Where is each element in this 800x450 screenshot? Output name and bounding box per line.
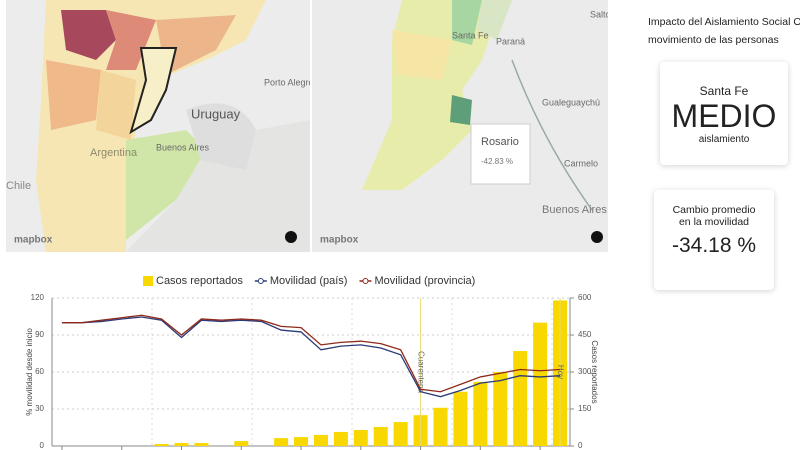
bar xyxy=(353,429,368,446)
bar xyxy=(533,322,548,446)
info-icon[interactable] xyxy=(285,231,297,243)
y2-tick-label: 300 xyxy=(578,367,592,376)
legend-label: Casos reportados xyxy=(156,275,243,287)
y-axis-title: % movilidad desde inicio xyxy=(25,328,34,416)
bar xyxy=(313,434,328,446)
tooltip-name: Rosario xyxy=(481,136,519,148)
bar xyxy=(154,444,169,446)
legend-swatch xyxy=(143,276,153,286)
province-name: Santa Fe xyxy=(699,84,749,98)
map-label: Porto Alegre xyxy=(264,77,310,87)
tooltip-value: -42.83 % xyxy=(481,157,513,166)
change-value: -34.18 % xyxy=(671,234,757,257)
y-tick-label: 0 xyxy=(40,441,45,450)
change-caption: en la movilidad xyxy=(678,216,750,228)
level-card: Santa Fe MEDIO aislamiento xyxy=(660,62,788,165)
legend-label: Movilidad (país) xyxy=(270,275,348,287)
bar xyxy=(453,391,468,446)
bar xyxy=(194,443,209,446)
bar xyxy=(274,438,289,446)
tooltip xyxy=(470,123,531,185)
map-brand: mapbox xyxy=(14,235,53,246)
bar xyxy=(373,427,388,446)
map-province[interactable]: Salto Santa Fe Paraná Gualeguaychú Carme… xyxy=(312,0,608,252)
bar xyxy=(393,422,408,446)
y2-tick-label: 600 xyxy=(578,293,592,302)
map-label: Paraná xyxy=(496,36,525,46)
annotation: Cuarentena xyxy=(416,351,425,393)
map-label: Argentina xyxy=(90,147,138,159)
y2-axis-title: Casos reportados xyxy=(590,340,599,403)
y2-tick-label: 450 xyxy=(578,330,592,339)
side-panel: Impacto del Aislamiento Social Obligator… xyxy=(630,0,800,450)
y-tick-label: 90 xyxy=(35,330,44,339)
line xyxy=(61,314,561,393)
annotation: Hoy xyxy=(556,365,565,379)
bar xyxy=(433,407,448,446)
map-label: Buenos Aires xyxy=(156,142,210,152)
y2-tick-label: 150 xyxy=(578,404,592,413)
y2-tick-label: 0 xyxy=(578,441,583,450)
map-brand: mapbox xyxy=(320,235,359,246)
bar xyxy=(234,441,249,446)
map-label: Buenos Aires xyxy=(542,204,607,216)
map-country[interactable]: Porto Alegre Uruguay Argentina Buenos Ai… xyxy=(6,0,310,252)
level: MEDIO xyxy=(671,98,777,134)
bar xyxy=(513,351,528,446)
bar xyxy=(493,372,508,446)
map-label: Salto xyxy=(590,9,608,19)
panel-title: Impacto del Aislamiento Social Obligator… xyxy=(648,16,800,28)
bar xyxy=(294,437,309,446)
map-label: Uruguay xyxy=(191,106,241,121)
level-caption: aislamiento xyxy=(698,134,750,145)
y-tick-label: 120 xyxy=(31,293,45,302)
y-tick-label: 60 xyxy=(35,367,44,376)
chart: 0 30 60 90 120 0 150 300 450 600 % movilidad desde… xyxy=(25,275,599,450)
panel-title: movimiento de las personas xyxy=(648,34,779,46)
legend-swatch xyxy=(257,278,264,284)
map-label: Santa Fe xyxy=(452,30,489,40)
info-icon[interactable] xyxy=(591,231,603,243)
bar xyxy=(473,381,488,446)
map-label: Carmelo xyxy=(564,158,598,168)
map-label: Gualeguaychú xyxy=(542,97,600,107)
legend-label: Movilidad (provincia) xyxy=(374,275,475,287)
legend-swatch xyxy=(362,278,369,284)
bar xyxy=(333,431,348,446)
bar xyxy=(174,443,189,446)
line xyxy=(61,316,561,398)
change-card: Cambio promedio en la movilidad -34.18 % xyxy=(654,190,774,290)
y-tick-label: 30 xyxy=(35,404,44,413)
map-label: Chile xyxy=(6,180,31,192)
change-caption: Cambio promedio xyxy=(672,204,756,216)
